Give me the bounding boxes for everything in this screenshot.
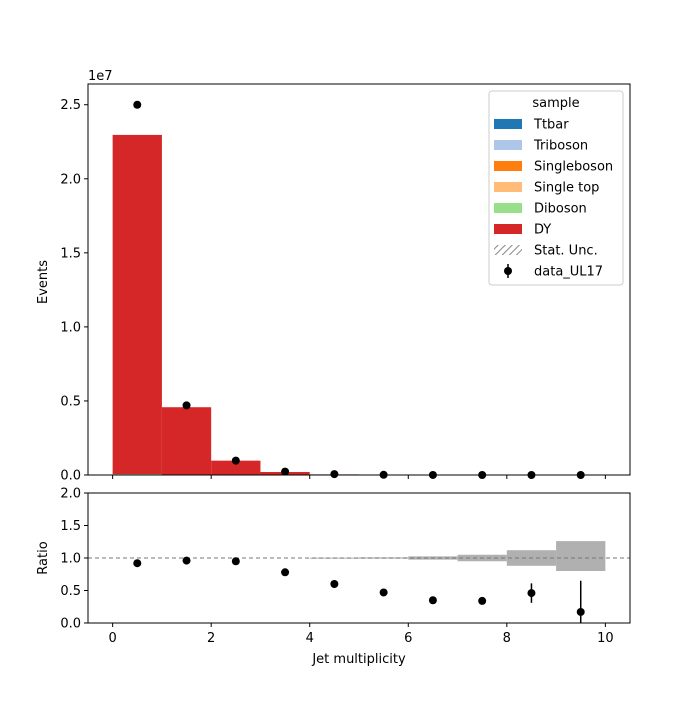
data-point-1 [183, 401, 191, 409]
main-panel: 0.0 0.5 1.0 1.5 2.0 2.5 sample Ttbar Triboson Sin… [60, 84, 630, 484]
data-point-3 [281, 468, 289, 476]
data-point-0 [133, 101, 141, 109]
ratio-point-1 [183, 557, 191, 565]
ratio-xtick-label: 10 [597, 631, 614, 646]
bar-dy-bin-1 [162, 407, 211, 474]
legend-swatch-4 [494, 203, 522, 213]
main-ytick-label: 1.0 [60, 320, 81, 335]
legend-swatch-3 [494, 182, 522, 192]
main-ytick-label: 0.0 [60, 469, 81, 484]
main-ytick-label: 2.5 [60, 98, 81, 113]
legend-label-3: Single top [534, 181, 599, 196]
ratio-ytick-label: 0.0 [60, 617, 81, 632]
ratio-point-4 [330, 580, 338, 588]
main-ytick-label: 1.5 [60, 246, 81, 261]
ratio-ytick-label: 1.0 [60, 552, 81, 567]
ratio-point-8 [527, 589, 535, 597]
data-point-2 [232, 457, 240, 465]
legend-swatch-5 [494, 224, 522, 234]
main-ytick-label: 0.5 [60, 394, 81, 409]
ratio-ytick-label: 2.0 [60, 487, 81, 502]
ratio-point-9 [577, 608, 585, 616]
ratio-panel: 0.0 0.5 1.0 1.5 2.0 0 2 4 6 8 10 [60, 487, 630, 647]
ratio-point-2 [232, 557, 240, 565]
legend-label-0: Ttbar [533, 118, 569, 133]
main-ytick-label: 2.0 [60, 172, 81, 187]
ratio-xtick-label: 4 [306, 631, 314, 646]
ratio-ytick-label: 0.5 [60, 584, 81, 599]
main-ylabel: Events [36, 260, 51, 304]
legend-label-6: Stat. Unc. [534, 244, 598, 259]
ratio-ylabel: Ratio [36, 541, 51, 574]
legend-label-4: Diboson [534, 202, 587, 217]
legend-label-1: Triboson [533, 139, 588, 154]
ratio-point-0 [133, 559, 141, 567]
ratio-point-3 [281, 568, 289, 576]
ratio-xtick-label: 8 [503, 631, 511, 646]
legend-title: sample [532, 96, 579, 111]
ratio-xlabel: Jet multiplicity [311, 652, 406, 667]
ratio-point-6 [429, 596, 437, 604]
legend-swatch-2 [494, 161, 522, 171]
stat-unc-band-5 [556, 541, 605, 571]
data-point-4 [330, 470, 338, 478]
legend-marker [504, 267, 512, 275]
ratio-ytick-label: 1.5 [60, 519, 81, 534]
bar-dy-bin-0 [113, 135, 162, 474]
ratio-point-7 [478, 597, 486, 605]
ratio-xtick-label: 2 [207, 631, 215, 646]
y-offset-label: 1e7 [88, 69, 113, 84]
legend-label-2: Singleboson [534, 160, 613, 175]
ratio-xtick-label: 0 [108, 631, 116, 646]
legend-swatch-1 [494, 140, 522, 150]
legend-hatch-swatch [494, 245, 522, 255]
legend-label-7: data_UL17 [534, 265, 603, 280]
ratio-point-5 [380, 588, 388, 596]
ratio-xtick-label: 6 [404, 631, 412, 646]
legend-label-5: DY [534, 223, 551, 238]
legend-swatch-0 [494, 119, 522, 129]
